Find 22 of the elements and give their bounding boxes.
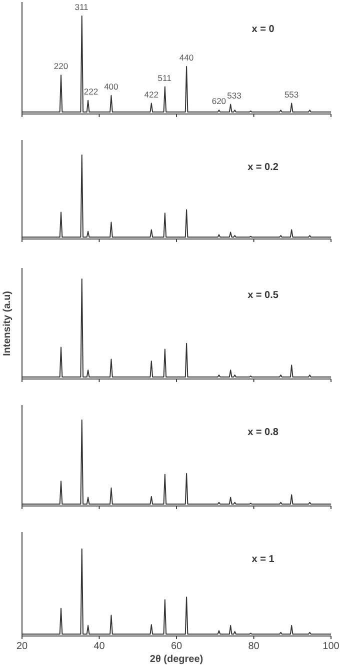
x-axis-title: 2θ (degree) [150, 654, 204, 665]
text: x = 1 [252, 554, 275, 565]
annotation: 222 [84, 86, 98, 96]
annotation: 553 [284, 89, 299, 100]
annotation: 533 [227, 90, 242, 100]
x-tick-label: 40 [94, 641, 106, 652]
annotation: 511 [158, 72, 172, 83]
annotation: 440 [179, 52, 194, 62]
text: x = 0.8 [248, 427, 279, 438]
annotation: 620 [212, 96, 226, 106]
text: x = 0 [252, 24, 275, 35]
text: x = 0.5 [248, 290, 279, 301]
x-tick-label: 100 [322, 641, 340, 652]
y-axis-title: Intensity (a.u) [2, 290, 13, 356]
annotation: 422 [144, 89, 159, 100]
annotation: 311 [74, 2, 89, 12]
annotation: 220 [54, 61, 68, 72]
annotation: 400 [104, 82, 119, 92]
x-tick-label: 20 [16, 641, 28, 652]
text: x = 0.2 [248, 162, 279, 173]
x-tick-label: 80 [248, 641, 260, 652]
x-tick-label: 60 [170, 641, 182, 652]
